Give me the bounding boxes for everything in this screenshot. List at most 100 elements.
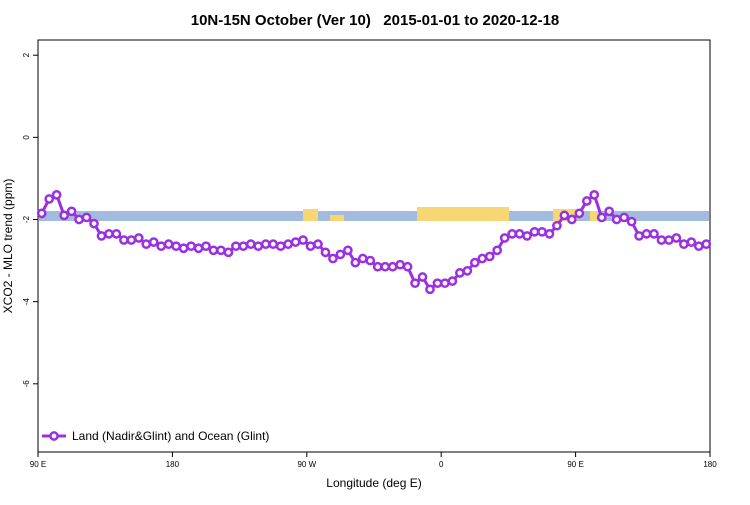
x-tick-label: 0 [439,460,444,469]
ocean-band [39,211,709,221]
data-point [492,245,503,256]
data-point [507,229,517,239]
data-point [641,229,652,239]
data-point [440,278,450,289]
data-point [313,239,323,250]
plot-frame [37,39,711,453]
data-point [186,241,196,252]
x-axis-label: Longitude (deg E) [326,476,421,490]
data-point [96,231,107,241]
data-point [619,212,629,223]
data-point [365,255,376,266]
data-point [335,249,346,260]
data-point [462,266,473,276]
data-point [455,268,465,278]
data-point [350,257,361,268]
data-point [260,239,271,250]
data-point [156,241,167,252]
x-tick-label: 90 E [567,460,583,469]
data-point [589,190,600,200]
x-tick-label: 180 [166,460,180,469]
data-point [283,239,293,250]
data-point [447,276,458,286]
data-point [74,214,84,225]
data-point [298,235,308,245]
data-point [499,233,510,243]
data-point [611,214,622,225]
data-point [596,212,607,223]
data-point [208,245,219,256]
data-point [425,284,435,295]
data-point [193,243,204,254]
data-point [253,241,264,252]
data-point [477,253,488,264]
data-point [126,235,137,245]
data-point [119,235,129,245]
data-point [656,235,667,245]
data-point [686,237,697,247]
data-point [81,212,92,223]
y-tick-label: -4 [22,298,31,306]
y-tick-label: -6 [22,380,31,388]
data-point [387,261,398,272]
land-patch [417,207,509,221]
data-point [238,241,249,252]
y-axis-label: XCO2 - MLO trend (ppm) [1,179,15,314]
data-point [604,206,615,217]
data-point [66,206,77,217]
data-point [484,251,495,262]
chart-title: 10N-15N October (Ver 10) 2015-01-01 to 2… [191,12,560,29]
data-point [268,239,279,250]
data-point [231,241,241,252]
legend-label: Land (Nadir&Glint) and Ocean (Glint) [72,429,269,443]
data-point [402,261,413,272]
data-point [693,241,704,252]
data-point [372,261,383,272]
x-tick-label: 90 E [30,460,46,469]
data-point [537,226,547,237]
data-point [201,241,211,252]
data-point [649,229,659,239]
data-point [529,226,540,237]
data-point [141,239,152,250]
data-point [133,233,144,243]
data-point [544,229,555,239]
data-point [171,241,181,252]
data-point [574,208,585,219]
data-point [36,208,47,219]
data-point [245,239,256,250]
data-point [178,243,189,254]
data-point [671,233,682,243]
land-patch [330,215,344,221]
data-point [343,245,353,256]
data-point [559,210,570,221]
data-point [111,229,122,239]
land-patch [303,209,318,221]
x-tick-label: 90 W [297,460,316,469]
data-point [701,239,712,250]
data-point [51,190,62,200]
data-point [216,245,226,256]
data-point [44,194,55,204]
legend-marker [49,431,59,441]
data-point [148,237,159,247]
data-point [380,261,391,272]
y-tick-label: -2 [22,215,31,223]
data-point [552,220,562,231]
data-point [469,257,480,268]
data-point [223,247,234,258]
data-point [417,272,428,282]
data-point [679,239,689,250]
data-point [275,241,286,252]
data-point [567,214,577,225]
data-point [664,235,674,245]
data-point [581,196,592,206]
data-point [89,218,99,229]
data-point [626,216,637,227]
land-patch [590,211,598,221]
data-point [290,237,301,247]
x-tick-label: 180 [703,460,717,469]
data-point [634,231,644,241]
